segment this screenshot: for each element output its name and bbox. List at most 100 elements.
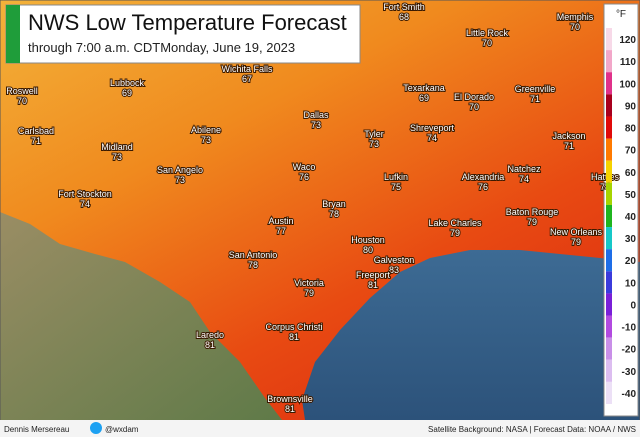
- city-name: Fort Stockton: [58, 189, 112, 199]
- city-value: 81: [205, 340, 215, 350]
- city-name: Dallas: [303, 110, 329, 120]
- legend-label: 100: [619, 79, 636, 90]
- city-name: Greenville: [515, 84, 556, 94]
- legend-label: -10: [622, 323, 637, 334]
- legend-label: -40: [622, 389, 637, 400]
- city-value: 69: [419, 93, 429, 103]
- city-value: 71: [564, 141, 574, 151]
- city-name: Lufkin: [384, 172, 408, 182]
- legend-label: 0: [630, 300, 636, 311]
- legend-swatch: [606, 94, 612, 117]
- footer-bar: [0, 420, 640, 437]
- city-name: Abilene: [191, 125, 221, 135]
- legend-swatch: [606, 116, 612, 139]
- title-accent: [6, 5, 20, 63]
- handle: @wxdam: [105, 425, 139, 434]
- city-name: Waco: [293, 162, 316, 172]
- title-box: [5, 4, 361, 64]
- city-value: 68: [399, 12, 409, 22]
- legend-label: 60: [625, 168, 637, 179]
- city-name: Jackson: [552, 131, 585, 141]
- legend-swatch: [606, 271, 612, 294]
- city-name: Galveston: [374, 255, 415, 265]
- city-name: Little Rock: [466, 28, 509, 38]
- city-name: San Angelo: [157, 165, 203, 175]
- city-name: Roswell: [6, 86, 38, 96]
- legend-label: 90: [625, 101, 637, 112]
- legend-swatch: [606, 204, 612, 228]
- city-name: New Orleans: [550, 227, 603, 237]
- city-name: Houston: [351, 235, 385, 245]
- gulf: [302, 250, 640, 420]
- city-value: 71: [31, 136, 41, 146]
- author: Dennis Mersereau: [4, 425, 69, 434]
- legend-swatch: [606, 50, 612, 73]
- city-name: Alexandria: [462, 172, 505, 182]
- city-name: Baton Rouge: [506, 207, 559, 217]
- city-name: Austin: [268, 216, 293, 226]
- legend-label: 110: [620, 57, 637, 68]
- city-name: Texarkana: [403, 83, 445, 93]
- mexico: [0, 212, 282, 420]
- legend-swatch: [606, 160, 612, 183]
- city-value: 74: [80, 199, 90, 209]
- city-value: 73: [175, 175, 185, 185]
- twitter-icon: [90, 422, 102, 434]
- city-name: Tyler: [364, 129, 384, 139]
- city-value: 70: [482, 38, 492, 48]
- legend-label: -30: [622, 367, 637, 378]
- legend-label: 20: [625, 256, 637, 267]
- city-name: Hatties: [591, 172, 620, 182]
- legend-label: 10: [625, 278, 637, 289]
- city-name: Wichita Falls: [221, 64, 273, 74]
- city-name: Freeport: [356, 270, 391, 280]
- city-value: 74: [427, 133, 437, 143]
- city-value: 76: [478, 182, 488, 192]
- legend-swatch: [606, 315, 612, 338]
- city-value: 81: [289, 332, 299, 342]
- city-value: 75: [391, 182, 401, 192]
- city-value: 76: [299, 172, 309, 182]
- city-name: Corpus Christi: [265, 322, 322, 332]
- city-name: Brownsville: [267, 394, 313, 404]
- city-value: 78: [248, 260, 258, 270]
- city-value: 73: [112, 152, 122, 162]
- legend-swatch: [606, 337, 612, 360]
- city-name: Lubbock: [110, 78, 145, 88]
- legend-swatch: [606, 293, 612, 316]
- city-value: 73: [311, 120, 321, 130]
- legend-swatch: [606, 359, 612, 382]
- city-value: 79: [527, 217, 537, 227]
- subtitle: through 7:00 a.m. CDTMonday, June 19, 20…: [28, 40, 295, 55]
- legend-swatch: [606, 182, 612, 205]
- city-name: Fort Smith: [383, 2, 425, 12]
- city-value: 79: [304, 288, 314, 298]
- city-value: 77: [276, 226, 286, 236]
- city-name: Natchez: [507, 164, 541, 174]
- city-value: 70: [469, 102, 479, 112]
- city-value: 67: [242, 74, 252, 84]
- city-name: San Antonio: [229, 250, 278, 260]
- legend-swatch: [606, 138, 612, 161]
- city-value: 81: [285, 404, 295, 414]
- city-value: 79: [450, 228, 460, 238]
- city-value: 79: [571, 237, 581, 247]
- city-name: Lake Charles: [428, 218, 482, 228]
- legend-unit: °F: [616, 9, 626, 20]
- city-value: 71: [530, 94, 540, 104]
- city-name: Midland: [101, 142, 133, 152]
- city-name: El Dorado: [454, 92, 494, 102]
- legend-swatch: [606, 227, 612, 250]
- city-name: Laredo: [196, 330, 224, 340]
- city-value: 73: [201, 135, 211, 145]
- city-value: 73: [369, 139, 379, 149]
- city-name: Bryan: [322, 199, 346, 209]
- city-name: Shreveport: [410, 123, 455, 133]
- legend-swatch: [606, 28, 612, 51]
- title: NWS Low Temperature Forecast: [28, 10, 347, 35]
- legend-label: 120: [619, 35, 636, 46]
- legend-label: 30: [625, 234, 637, 245]
- legend-swatch: [606, 249, 612, 272]
- city-name: Victoria: [294, 278, 324, 288]
- city-name: Memphis: [557, 12, 594, 22]
